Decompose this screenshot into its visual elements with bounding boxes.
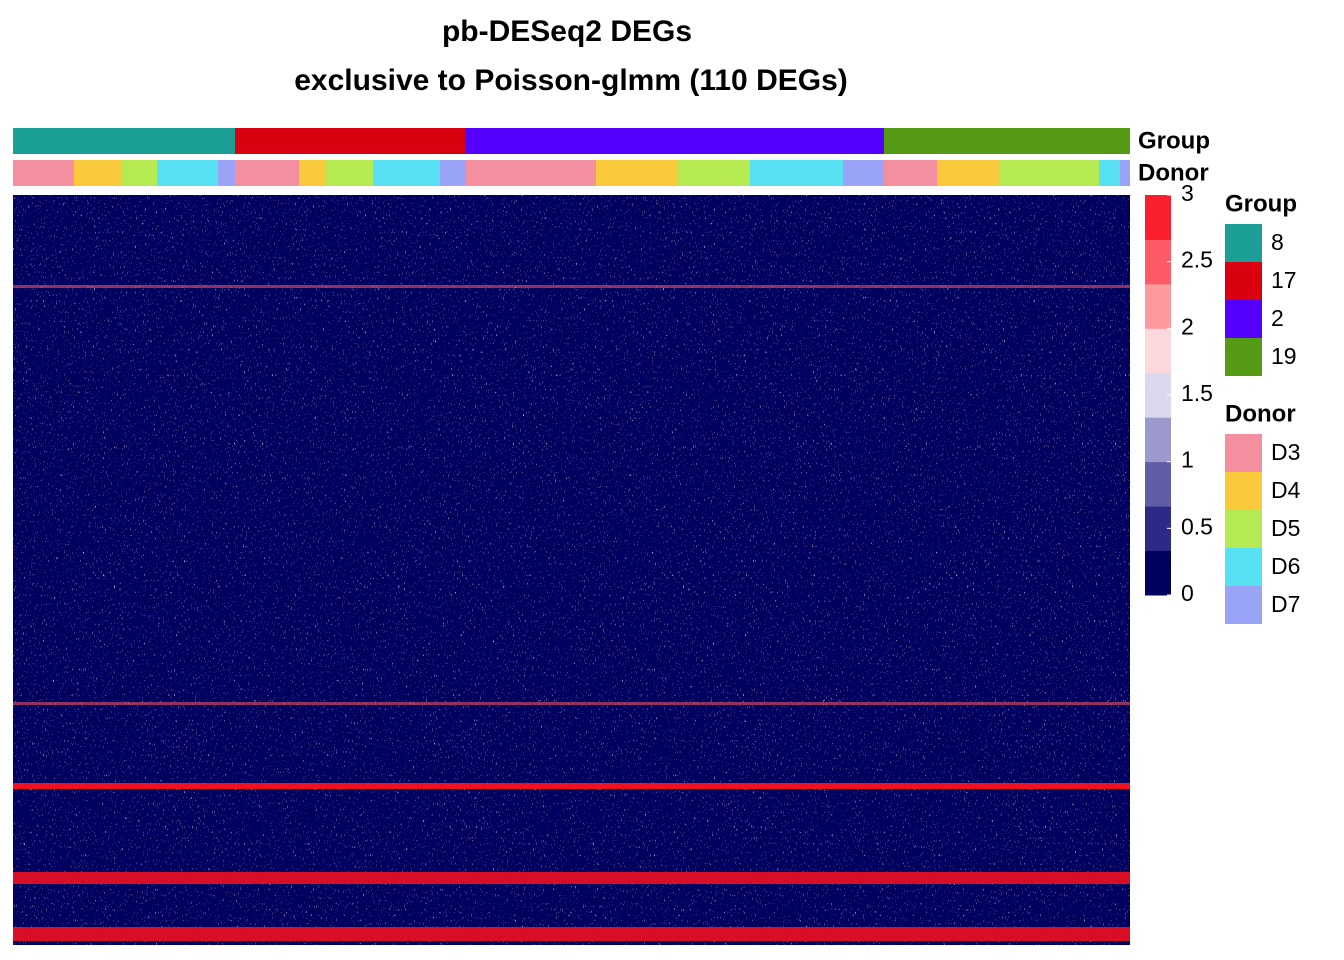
annotation-segment [750, 160, 843, 186]
annotation-label: Donor [1138, 159, 1209, 186]
annotation-segment [373, 160, 440, 186]
legend-label: D5 [1271, 515, 1300, 541]
annotation-segment [326, 160, 373, 186]
colorbar-block [1145, 372, 1171, 418]
annotation-segment [299, 160, 326, 186]
colorbar-block [1145, 283, 1171, 329]
colorbar-block [1145, 550, 1171, 596]
heatmap-body [13, 195, 1130, 945]
legend-label: 2 [1271, 305, 1284, 331]
colorbar-block [1145, 506, 1171, 552]
annotation-segment [13, 128, 235, 154]
legend-swatch [1225, 224, 1262, 262]
colorbar-tick-label: 1 [1181, 447, 1194, 473]
heatmap-texture [13, 872, 1130, 884]
colorbar-tick-label: 3 [1181, 180, 1194, 206]
annotation-segment [937, 160, 999, 186]
legend-label: D6 [1271, 553, 1300, 579]
colorbar-block [1145, 328, 1171, 374]
heatmap-texture [13, 195, 1130, 945]
legend-swatch [1225, 300, 1262, 338]
legend-label: 19 [1271, 343, 1297, 369]
legend-swatch [1225, 510, 1262, 548]
legend-label: D7 [1271, 591, 1300, 617]
annotation-segment [440, 160, 465, 186]
annotation-segment [596, 160, 678, 186]
heatmap-texture [13, 702, 1130, 705]
legend-swatch [1225, 586, 1262, 624]
colorbar-tick-label: 1.5 [1181, 380, 1213, 406]
legend-swatch [1225, 472, 1262, 510]
annotation-segment [218, 160, 235, 186]
annotation-segment [157, 160, 218, 186]
annotation-segment [1120, 160, 1130, 186]
colorbar-tick-label: 0.5 [1181, 513, 1213, 539]
colorbar-tick-label: 0 [1181, 580, 1194, 606]
annotation-segment [1099, 160, 1120, 186]
legend-label: 17 [1271, 267, 1297, 293]
annotation-segment [884, 128, 1130, 154]
legend-swatch [1225, 338, 1262, 376]
annotation-segment [121, 160, 157, 186]
chart-title: pb-DESeq2 DEGs [442, 15, 692, 48]
annotation-segment [74, 160, 121, 186]
annotation-segment [999, 160, 1099, 186]
annotation-segment [235, 128, 465, 154]
colorbar-block [1145, 195, 1171, 240]
legend-title: Donor [1225, 400, 1296, 427]
annotation-segment [235, 160, 299, 186]
legend-title: Group [1225, 190, 1297, 217]
legend-label: D3 [1271, 439, 1300, 465]
legend-label: 8 [1271, 229, 1284, 255]
legend-swatch [1225, 548, 1262, 586]
annotation-segment [843, 160, 884, 186]
legend-swatch [1225, 262, 1262, 300]
colorbar-block [1145, 239, 1171, 285]
annotation-segment [465, 160, 596, 186]
annotation-segment [678, 160, 750, 186]
legend-swatch [1225, 434, 1262, 472]
annotation-segment [884, 160, 937, 186]
chart-subtitle: exclusive to Poisson-glmm (110 DEGs) [294, 64, 848, 97]
annotation-segment [465, 128, 884, 154]
heatmap-texture [13, 285, 1130, 288]
colorbar-tick-label: 2.5 [1181, 247, 1213, 273]
heatmap-texture [13, 783, 1130, 789]
annotation-segment [13, 160, 74, 186]
colorbar-block [1145, 461, 1171, 507]
heatmap-texture [13, 927, 1130, 941]
colorbar-tick-label: 2 [1181, 313, 1194, 339]
legend-label: D4 [1271, 477, 1301, 503]
colorbar-block [1145, 417, 1171, 463]
annotation-label: Group [1138, 127, 1210, 154]
